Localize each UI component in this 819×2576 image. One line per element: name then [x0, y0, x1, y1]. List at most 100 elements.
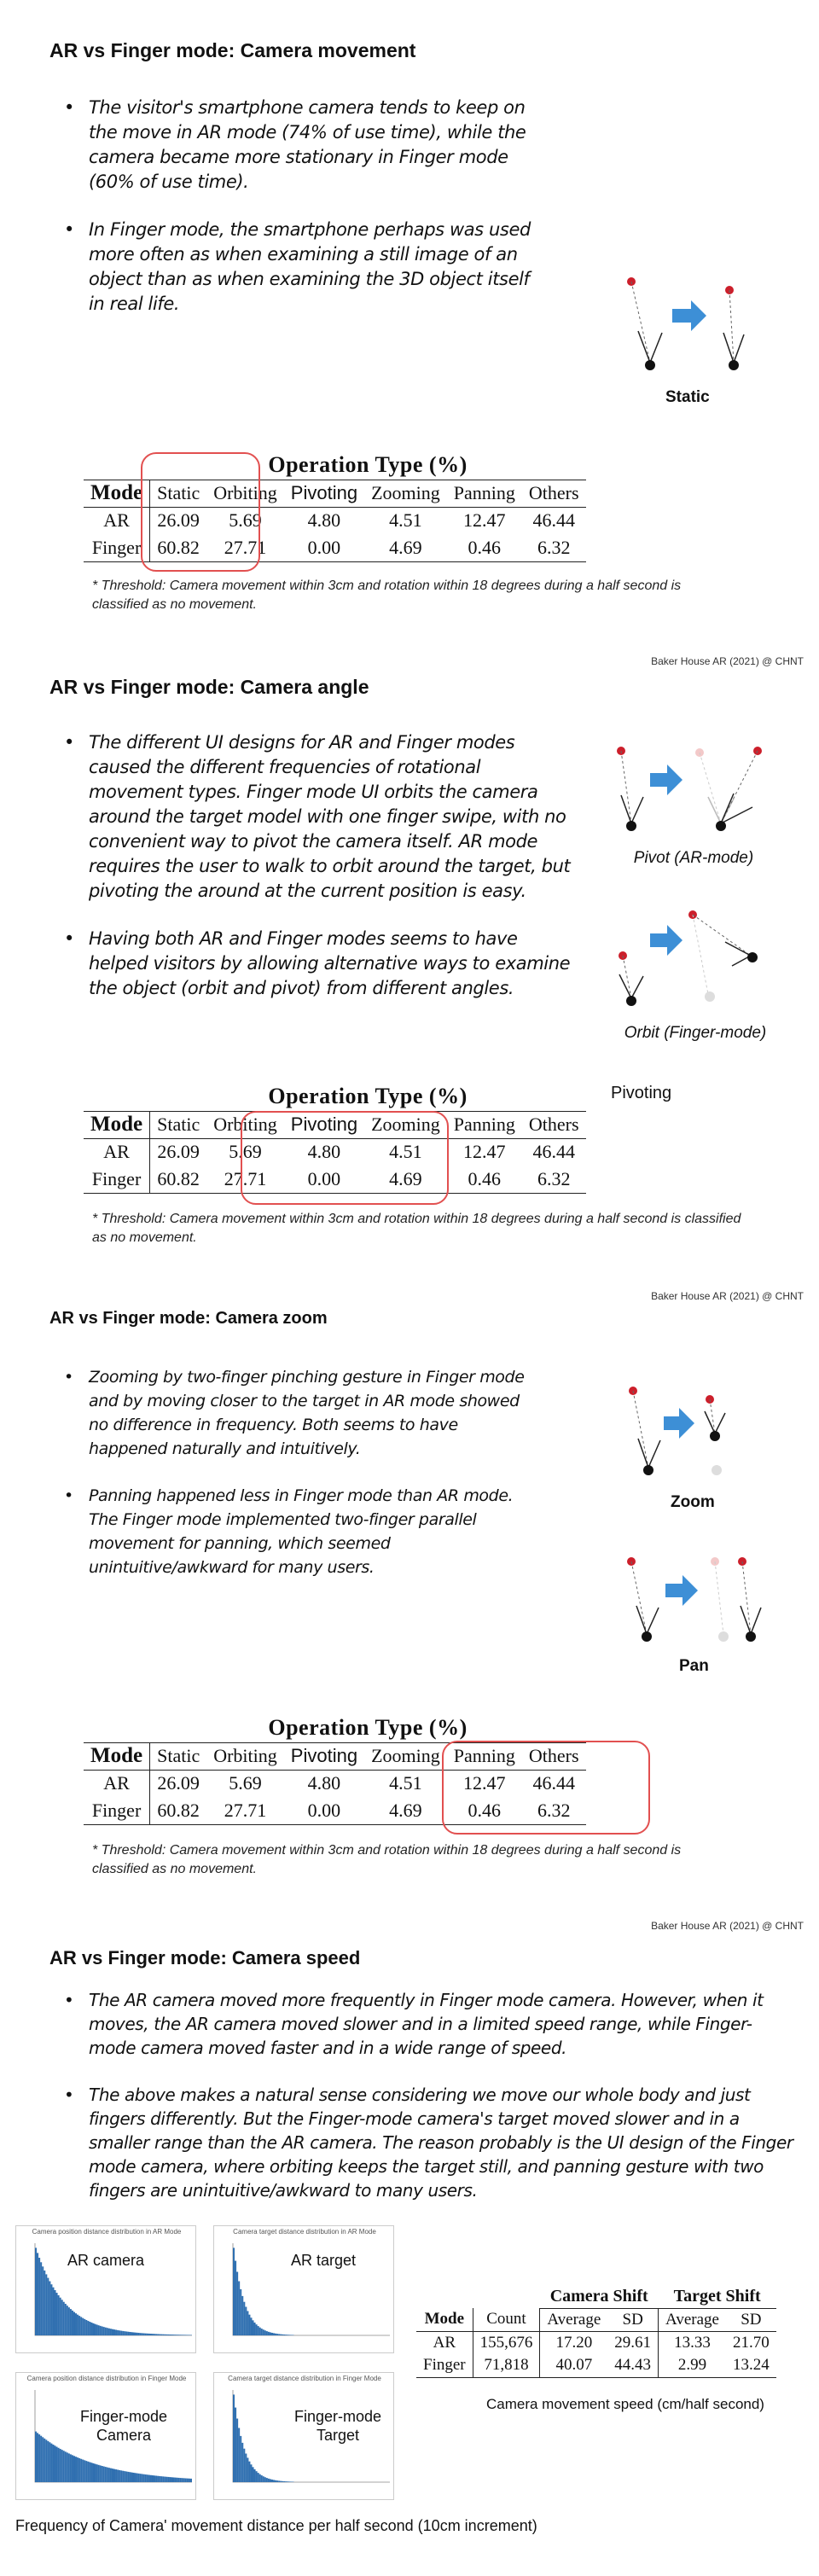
- histogram-bar: [50, 2443, 53, 2482]
- histogram-bar: [55, 2293, 58, 2335]
- table-title: Operation Type (%): [268, 451, 468, 477]
- histogram-bar: [82, 2459, 84, 2482]
- histogram-bar: [124, 2331, 126, 2335]
- histogram-bar: [131, 2332, 133, 2335]
- histogram-bar: [113, 2468, 116, 2482]
- histogram-bar: [44, 2270, 46, 2335]
- col-header: SD: [725, 2308, 776, 2332]
- histogram-bar: [45, 2439, 48, 2482]
- histogram-bar: [169, 2477, 171, 2482]
- histogram-bar: [115, 2469, 118, 2482]
- histogram-bar: [102, 2466, 105, 2482]
- histogram-bar: [127, 2331, 130, 2335]
- col-header: Orbiting: [206, 1742, 284, 1771]
- table-cell: 4.80: [307, 509, 341, 532]
- histogram-bar: [113, 2329, 116, 2335]
- histogram-bar: [262, 2329, 264, 2335]
- histogram-bar: [236, 2418, 239, 2482]
- histogram-bar: [75, 2457, 78, 2482]
- histogram-bar: [120, 2470, 123, 2482]
- histogram-bar: [62, 2301, 65, 2335]
- orbit-caption: Orbit (Finger-mode): [624, 1024, 767, 1042]
- pivot-diagram: [617, 747, 762, 831]
- chart-title: Camera position distance distribution in…: [32, 2228, 182, 2236]
- histogram-bar: [61, 2300, 63, 2335]
- col-header: Panning: [446, 1742, 522, 1771]
- col-header: Static: [149, 1742, 207, 1771]
- table-cell: 71,818: [473, 2354, 541, 2378]
- histogram-bar: [117, 2329, 119, 2335]
- histogram-bar: [176, 2477, 178, 2482]
- histogram-bar: [90, 2463, 93, 2482]
- table-cell: 4.51: [389, 509, 422, 532]
- chart-label: Finger-mode Camera: [79, 2408, 168, 2444]
- col-header: Orbiting: [206, 479, 284, 508]
- histogram-bar: [117, 2469, 119, 2482]
- histogram-bar: [258, 2327, 261, 2335]
- histogram-bar: [73, 2456, 76, 2482]
- threshold-note: * Threshold: Camera movement within 3cm …: [92, 579, 682, 612]
- table-cell: 5.69: [229, 1772, 262, 1794]
- histogram-bar: [245, 2453, 247, 2482]
- histogram-bar: [245, 2306, 247, 2335]
- histogram-bar: [92, 2463, 95, 2482]
- bullet-item: The different UI designs for AR and Fing…: [64, 730, 576, 904]
- credit: Baker House AR (2021) @ CHNT: [651, 1290, 804, 1302]
- col-header: Zooming: [364, 1110, 447, 1139]
- histogram-bar: [141, 2333, 143, 2335]
- chart-title: Camera position distance distribution in…: [26, 2375, 187, 2382]
- histogram-bar: [240, 2435, 242, 2482]
- histogram-bar: [119, 2469, 121, 2482]
- histogram-bar: [90, 2322, 93, 2335]
- histogram-bar: [240, 2288, 242, 2335]
- histogram-bar: [157, 2334, 160, 2335]
- chart-label: Finger-mode Target: [293, 2408, 382, 2444]
- histogram-bar: [49, 2442, 51, 2482]
- credit: Baker House AR (2021) @ CHNT: [651, 1920, 804, 1932]
- histogram-bar: [99, 2325, 102, 2335]
- histogram-bar: [106, 2328, 108, 2335]
- histogram-bar: [181, 2478, 183, 2482]
- histogram-bar: [35, 2247, 38, 2335]
- histogram-bar: [85, 2461, 88, 2482]
- histogram-bar: [149, 2474, 152, 2482]
- histogram-bar: [125, 2471, 128, 2482]
- histogram-bar: [278, 2480, 281, 2482]
- histogram-bar: [37, 2433, 39, 2482]
- histogram-bar: [104, 2467, 107, 2482]
- table-cell: 4.51: [389, 1141, 422, 1163]
- table-cell: 5.69: [229, 509, 262, 532]
- histogram-bar: [87, 2321, 90, 2335]
- histogram-bar: [142, 2474, 145, 2482]
- histogram-bar: [64, 2304, 67, 2335]
- col-header: Average: [539, 2308, 608, 2332]
- histogram-bar: [162, 2476, 165, 2482]
- chart-label: AR camera: [67, 2252, 145, 2269]
- histogram-bar: [248, 2461, 251, 2482]
- slide-title: AR vs Finger mode: Camera angle: [49, 676, 369, 698]
- table-row: AR 26.09 5.69 4.80 4.51 12.47 46.44: [84, 1138, 586, 1166]
- histogram-bar: [253, 2322, 256, 2335]
- histogram-bar: [269, 2479, 271, 2482]
- histogram-bar: [69, 2454, 72, 2482]
- histogram-bar: [45, 2274, 48, 2335]
- bullet-item: The visitor's smartphone camera tends to…: [64, 96, 542, 195]
- col-header: Panning: [446, 479, 522, 508]
- table-cell: 13.24: [725, 2354, 776, 2378]
- pivot-caption: Pivot (AR-mode): [633, 849, 754, 867]
- bullet-item: The AR camera moved more frequently in F…: [64, 1988, 798, 2060]
- histogram-bar: [146, 2333, 148, 2335]
- table-cell: 60.82: [149, 534, 207, 562]
- histogram-bar: [257, 2326, 259, 2335]
- histogram-bar: [137, 2333, 140, 2335]
- operation-type-table: Operation Type (%) Mode Static Orbiting …: [84, 451, 586, 562]
- histogram-bar: [124, 2471, 126, 2482]
- chart-caption: Frequency of Camera' movement distance p…: [15, 2517, 537, 2534]
- histogram-bar: [71, 2310, 73, 2335]
- table-cell: 6.32: [521, 1166, 586, 1194]
- chart-title: Camera target distance distribution in A…: [233, 2228, 376, 2236]
- slide-camera-zoom: AR vs Finger mode: Camera zoom Zooming b…: [0, 1297, 819, 1932]
- histogram-bar: [144, 2333, 147, 2335]
- zoom-label: Zoom: [671, 1493, 715, 1511]
- col-header: Static: [149, 479, 207, 508]
